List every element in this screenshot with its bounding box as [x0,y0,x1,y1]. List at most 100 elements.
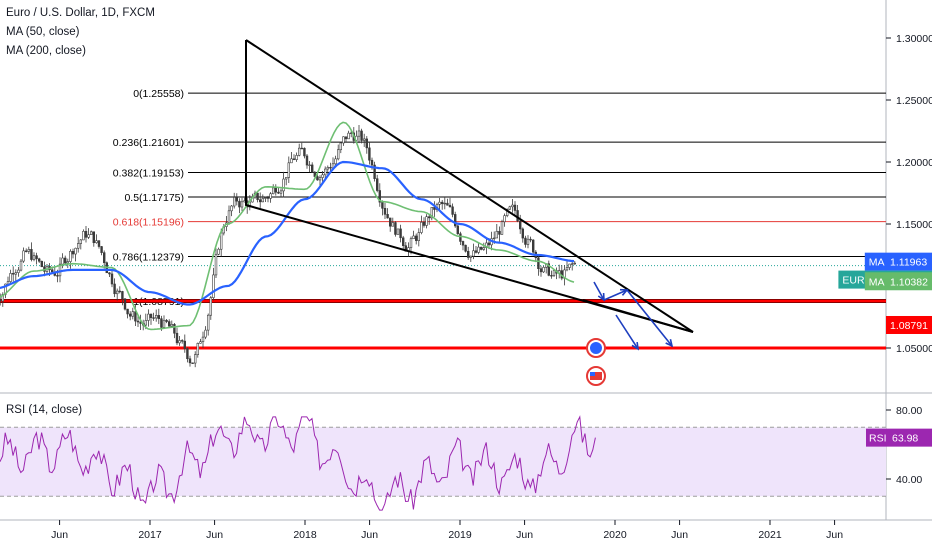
candle-body [365,138,368,149]
candle-body [233,197,236,207]
candle [511,199,514,213]
candle [295,152,298,162]
candle-body [334,158,337,165]
candle [258,192,262,208]
candle [183,334,186,353]
candle [196,342,199,358]
candle-body [357,130,361,137]
candle-body [508,206,511,210]
candle [347,130,350,140]
candle-body [121,291,124,300]
ma50-line[interactable] [0,121,575,331]
candle-body [181,340,184,342]
candle [539,265,543,277]
price-tick-label: 1.15000 [896,219,932,231]
candle-body [438,201,441,205]
candle [524,235,527,248]
time-tick-label: Jun [516,529,533,541]
candle [191,362,194,364]
candle [97,240,101,249]
candle-body [368,147,371,161]
candle-body [373,164,376,179]
candle [531,239,535,254]
candle [74,247,77,262]
indicator-ma50[interactable]: MA (50, close) [6,26,80,38]
event-icon-eu[interactable] [586,338,606,358]
candle-body [570,263,574,265]
projection-arrow-2-shaft [603,289,628,301]
candle-body [77,243,80,249]
candle-body [207,314,210,331]
candle-body [513,204,517,211]
price-tick-label: 1.30000 [896,33,932,45]
candle [336,144,340,161]
candle-body [378,190,381,203]
candle-body [500,221,504,235]
time-tick-label: 2018 [293,529,317,541]
candle [453,211,457,228]
projection-arrow-3[interactable] [626,289,674,348]
candle-body [552,270,556,276]
rsi-title[interactable]: RSI (14, close) [6,404,83,416]
candle [32,252,36,262]
fib-level-label: 0.786(1.12379) [113,252,184,264]
candle-body [318,177,322,181]
candle-body [425,216,428,226]
candle-body [186,348,189,360]
candle [24,248,28,253]
candle-body [227,210,231,224]
event-icon-us[interactable] [586,366,606,386]
candle-body [459,233,462,242]
candle [238,198,241,214]
candle-body [310,164,314,173]
candle [199,338,202,344]
candle [110,270,114,288]
candle-body [269,193,272,199]
indicator-ma200[interactable]: MA (200, close) [6,45,86,57]
candle-body [282,178,285,192]
candle [217,247,220,256]
candle-body [495,230,498,239]
candle [568,263,571,271]
price-badge[interactable]: 1.08791 [886,315,932,334]
wedge-left-leg[interactable] [245,40,694,333]
candle [417,228,420,247]
candle [186,347,189,363]
candle [334,155,337,166]
candle [422,217,426,228]
candle [165,318,168,324]
candle-body [412,235,415,240]
candle-body [22,250,25,262]
candle-body [295,155,298,160]
projection-arrow-4[interactable] [615,314,639,351]
candle [318,175,322,187]
candle [152,312,155,321]
candle [430,207,433,221]
price-badge[interactable]: MA 1.11963 [864,252,932,271]
candle [282,171,285,198]
candle-body [35,255,38,260]
candle-body [37,258,41,262]
ma200-line[interactable] [0,160,575,306]
wedge-upper-line[interactable] [245,39,694,333]
projection-arrow-1-shaft [593,281,605,301]
rsi-badge[interactable]: RSI 63.98 [866,428,932,447]
candle-body [440,201,444,205]
candle-body [461,241,465,246]
candle [412,230,415,240]
price-badge[interactable]: MA 1.10382 [864,272,932,291]
wedge-lower-line[interactable] [582,299,694,333]
time-tick-label: 2020 [603,529,627,541]
candle-body [214,253,218,276]
symbol-title[interactable]: Euro / U.S. Dollar, 1D, FXCM [6,7,155,19]
candle [14,269,17,282]
rsi-line[interactable] [0,415,596,511]
candle [459,231,462,246]
candle-body [66,261,70,264]
candle [498,226,501,242]
candle-body [79,239,83,244]
candle-body [565,267,569,271]
candle [443,196,446,210]
candle-body [9,273,12,282]
